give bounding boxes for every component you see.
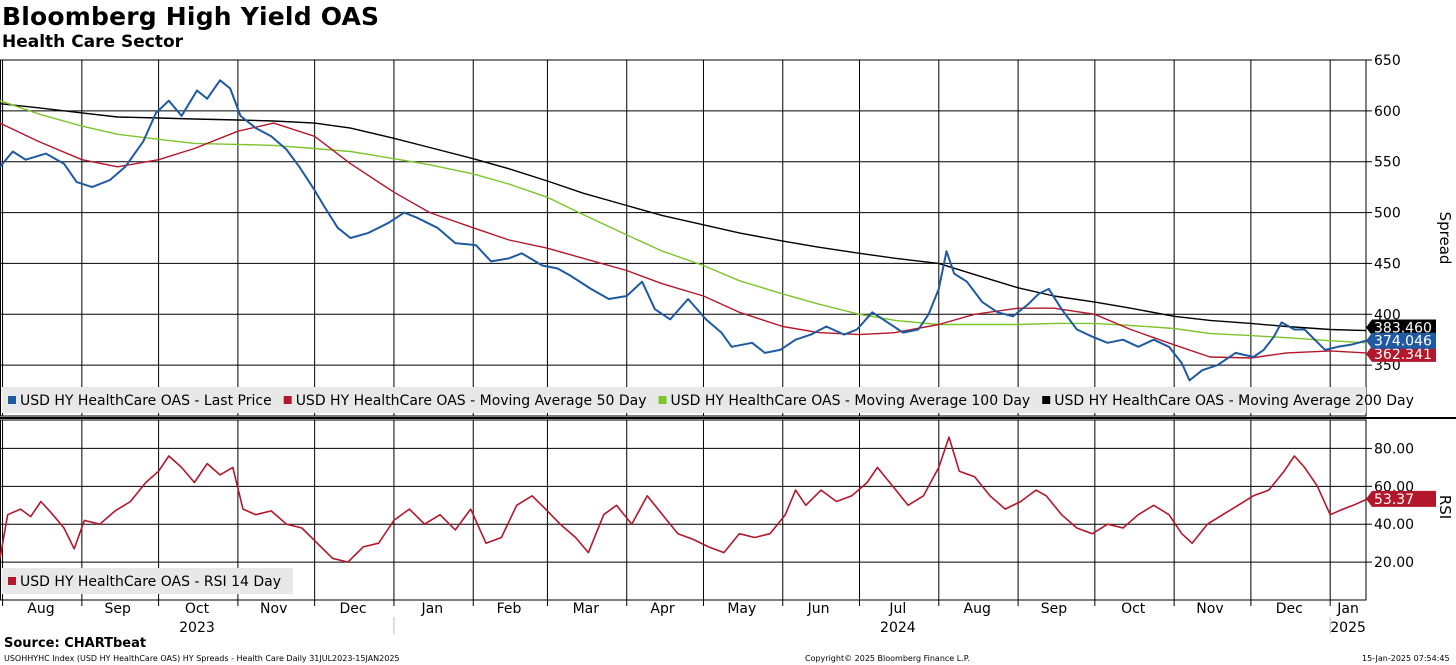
- series-description: USOHHYHC Index (USD HY HealthCare OAS) H…: [4, 654, 400, 663]
- last-value-tag-last-price: 374.046: [1366, 332, 1436, 350]
- y-tick-label-upper: 600: [1374, 104, 1401, 120]
- legend-swatch: [8, 577, 16, 585]
- upper-panel-frame: [0, 59, 1367, 417]
- x-month-label: Oct: [185, 601, 210, 617]
- x-year-label: 2024: [880, 620, 916, 636]
- x-month-label: Jan: [1336, 601, 1359, 617]
- last-value-tag-last-price-text: 374.046: [1374, 334, 1432, 350]
- x-month-label: Mar: [573, 601, 600, 617]
- timestamp: 15-Jan-2025 07:54:45: [1362, 654, 1450, 663]
- x-month-label: Feb: [497, 601, 522, 617]
- legend-lower: USD HY HealthCare OAS - RSI 14 Day: [2, 568, 294, 594]
- x-month-label: Dec: [339, 601, 366, 617]
- series-line-rsi: [0, 436, 1366, 563]
- last-value-tag-ma200-box: [1366, 319, 1436, 336]
- y-tick-label-lower: 40.00: [1374, 517, 1414, 533]
- last-value-tag-ma200-text: 383.460: [1374, 321, 1432, 337]
- legend-swatch: [1042, 396, 1051, 404]
- x-month-label: Nov: [1196, 601, 1223, 617]
- x-month-label: Sep: [1041, 601, 1068, 617]
- legend-swatch: [283, 396, 292, 404]
- y-tick-label-upper: 350: [1374, 358, 1401, 374]
- last-value-tag-rsi-box: [1366, 490, 1436, 507]
- x-month-label: Jul: [888, 601, 906, 617]
- last-value-tag-ma50-text: 362.341: [1374, 347, 1432, 363]
- x-month-label: Jan: [421, 601, 444, 617]
- series-line-last-price: [0, 79, 1366, 382]
- x-month-label: Jun: [807, 601, 830, 617]
- y-tick-label-lower: 20.00: [1374, 555, 1414, 571]
- legend-upper: USD HY HealthCare OAS - Last Price USD HY…: [2, 387, 1414, 413]
- x-month-label: Apr: [650, 601, 674, 617]
- chart-title: Bloomberg High Yield OAS: [2, 2, 380, 31]
- x-month-label: Sep: [104, 601, 131, 617]
- chart-subtitle: Health Care Sector: [2, 32, 184, 52]
- last-value-tag-ma200: 383.460: [1366, 319, 1436, 337]
- series-line-ma200: [0, 103, 1366, 332]
- legend-label: USD HY HealthCare OAS - RSI 14 Day: [20, 574, 281, 590]
- source-note: Source: CHARTbeat: [4, 636, 147, 651]
- x-month-label: Nov: [260, 601, 287, 617]
- last-value-tag-ma50: 362.341: [1366, 345, 1436, 363]
- legend-label: USD HY HealthCare OAS - Moving Average 5…: [296, 393, 647, 409]
- y-tick-label-upper: 400: [1374, 307, 1401, 323]
- x-year-label: 2025: [1330, 620, 1366, 636]
- legend-label: USD HY HealthCare OAS - Last Price: [20, 393, 272, 409]
- y-tick-label-upper: 650: [1374, 53, 1401, 69]
- last-value-tag-rsi: 53.37: [1366, 490, 1436, 508]
- x-month-label: Oct: [1121, 601, 1146, 617]
- x-month-label: May: [727, 601, 756, 617]
- last-value-tag-ma50-box: [1366, 345, 1436, 362]
- x-month-label: Dec: [1276, 601, 1303, 617]
- last-value-tag-rsi-text: 53.37: [1374, 492, 1414, 508]
- legend-label: USD HY HealthCare OAS - Moving Average 2…: [1054, 393, 1414, 409]
- legend-upper-background: [2, 387, 1366, 413]
- x-month-label: Aug: [964, 601, 991, 617]
- legend-label: USD HY HealthCare OAS - Moving Average 1…: [671, 393, 1031, 409]
- y-tick-label-upper: 450: [1374, 256, 1401, 272]
- y-tick-label-upper: 550: [1374, 155, 1401, 171]
- series-line-ma100: [0, 100, 1366, 344]
- series-line-ma50: [0, 122, 1366, 359]
- x-year-label: 2023: [179, 620, 215, 636]
- copyright-note: Copyright© 2025 Bloomberg Finance L.P.: [805, 654, 970, 663]
- legend-lower-background: [2, 568, 294, 594]
- y-tick-label-lower: 80.00: [1374, 441, 1414, 457]
- y-axis-title-upper: Spread: [1436, 212, 1454, 265]
- y-tick-label-upper: 500: [1374, 206, 1401, 222]
- last-value-tag-last-price-box: [1366, 332, 1436, 349]
- legend-swatch: [658, 396, 667, 404]
- x-month-label: Aug: [27, 601, 54, 617]
- legend-swatch: [8, 396, 16, 404]
- y-axis-title-lower: RSI: [1436, 495, 1454, 519]
